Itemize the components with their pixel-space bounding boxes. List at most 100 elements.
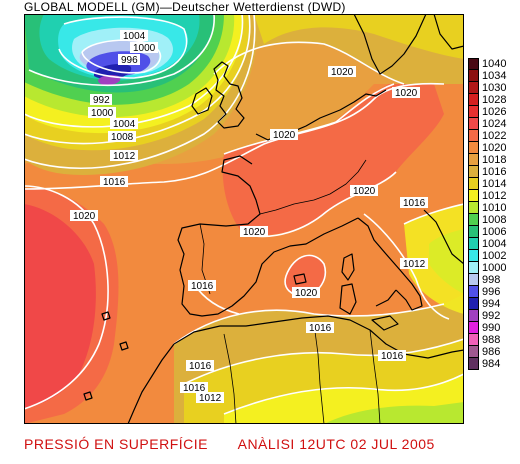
isobar-label: 1016 [191,281,214,292]
map-frame [24,14,464,424]
legend-swatch [468,94,479,106]
legend-entry: 1022 [468,130,520,142]
legend-swatch [468,214,479,226]
legend-swatch [468,118,479,130]
isobar-label: 1020 [273,130,296,141]
legend-entry: 992 [468,310,520,322]
legend-label: 1014 [482,178,507,190]
legend-entry: 1026 [468,106,520,118]
field-1024-atlantic [24,204,96,409]
legend-swatch [468,286,479,298]
isobar-label: 1012 [403,259,426,270]
isobar-label: 1016 [403,198,426,209]
footer-analysis-time: ANÀLISI 12UTC 02 JUL 2005 [237,436,435,452]
legend-swatch [468,58,479,70]
legend-entry: 994 [468,298,520,310]
isobar-label: 1020 [73,211,96,222]
field-1022-europe [222,84,444,236]
legend-label: 992 [482,310,501,322]
pressure-map: 1004 1000 996 992 1000 1004 1008 1012 10… [24,14,464,424]
legend-swatch [468,250,479,262]
legend-swatch [468,358,479,370]
legend-label: 1020 [482,142,507,154]
legend-label: 1040 [482,58,507,70]
legend-entry: 1020 [468,142,520,154]
legend-entry: 1006 [468,226,520,238]
legend-swatch [468,154,479,166]
legend-swatch [468,310,479,322]
isobar-label: 1020 [295,288,318,299]
legend-entry: 1004 [468,238,520,250]
legend-entry: 1028 [468,94,520,106]
legend-entry: 990 [468,322,520,334]
legend-swatch [468,346,479,358]
legend-swatch [468,106,479,118]
legend-label: 1034 [482,70,507,82]
legend-label: 1008 [482,214,507,226]
legend-swatch [468,226,479,238]
isobar-label: 1000 [91,108,114,119]
legend-swatch [468,130,479,142]
legend-label: 1012 [482,190,507,202]
legend-entry: 1016 [468,166,520,178]
legend-swatch [468,166,479,178]
legend-label: 996 [482,286,501,298]
legend-label: 1016 [482,166,507,178]
legend-swatch [468,322,479,334]
legend-swatch [468,274,479,286]
legend-label: 1022 [482,130,507,142]
legend-entry: 988 [468,334,520,346]
legend-label: 1002 [482,250,507,262]
isobar-label: 1016 [189,361,212,372]
isobar-label: 1012 [113,151,136,162]
isobar-label: 1004 [123,31,146,42]
isobar-label: 1020 [331,67,354,78]
legend-label: 988 [482,334,501,346]
field-1022-tyrrhenian [285,255,326,296]
legend-swatch [468,142,479,154]
field-1014-north [254,14,464,59]
legend-label: 1030 [482,82,507,94]
isobar-label: 996 [121,55,138,66]
legend-label: 1010 [482,202,507,214]
legend-label: 1024 [482,118,507,130]
isobar-label: 1020 [395,88,418,99]
legend-entry: 1010 [468,202,520,214]
legend-swatch [468,298,479,310]
legend-swatch [468,262,479,274]
legend-label: 1026 [482,106,507,118]
legend-entry: 1018 [468,154,520,166]
legend-entry: 984 [468,358,520,370]
isobar-label: 1016 [381,351,404,362]
legend-entry: 1008 [468,214,520,226]
isobar-label: 1016 [309,323,332,334]
isobar-label: 992 [93,95,110,106]
isobar-label: 1016 [183,383,206,394]
legend-entry: 998 [468,274,520,286]
legend-label: 1004 [482,238,507,250]
legend-swatch [468,334,479,346]
isobar-lines [24,14,464,415]
isobar-label: 1016 [103,177,126,188]
legend-label: 998 [482,274,501,286]
legend-label: 1018 [482,154,507,166]
legend-label: 1028 [482,94,507,106]
map-title: GLOBAL MODELL (GM)—Deutscher Wetterdiens… [24,0,346,14]
legend-swatch [468,190,479,202]
legend-entry: 1000 [468,262,520,274]
legend-entry: 1034 [468,70,520,82]
legend-entry: 1040 [468,58,520,70]
legend-swatch [468,238,479,250]
legend-label: 990 [482,322,501,334]
legend-entry: 1024 [468,118,520,130]
legend-swatch [468,202,479,214]
legend-entry: 1012 [468,190,520,202]
legend-swatch [468,70,479,82]
isobar-label: 1000 [133,43,156,54]
legend-swatch [468,82,479,94]
legend-label: 986 [482,346,501,358]
legend-entry: 986 [468,346,520,358]
isobar-label: 1004 [113,119,136,130]
legend-label: 984 [482,358,501,370]
legend-label: 1000 [482,262,507,274]
